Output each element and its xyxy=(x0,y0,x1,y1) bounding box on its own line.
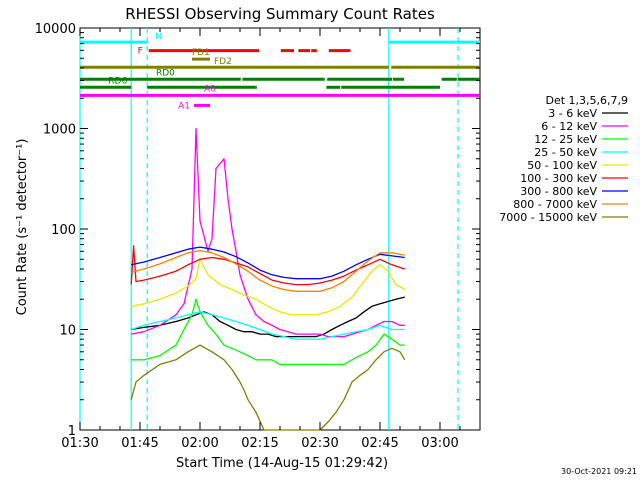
legend-label-1: 3 - 6 keV xyxy=(548,107,597,120)
legend-label-9: 7000 - 15000 keV xyxy=(499,211,597,224)
series-line-6 xyxy=(130,245,406,286)
legend-label-4: 25 - 50 keV xyxy=(534,146,597,159)
x-tick-label: 02:45 xyxy=(361,436,398,451)
legend-label-5: 50 - 100 keV xyxy=(527,159,597,172)
x-tick-label: 02:30 xyxy=(301,436,338,451)
y-tick-label: 10 xyxy=(59,324,76,339)
y-tick-label: 10000 xyxy=(35,22,76,37)
series-line-7 xyxy=(131,246,405,280)
y-tick-label: 1000 xyxy=(43,123,76,138)
y-axis-ticks: 1 10 100 1000 10000 xyxy=(35,22,480,439)
legend-title: Det 1,3,5,6,7,9 xyxy=(545,94,628,107)
legend-label-6: 100 - 300 keV xyxy=(520,172,597,185)
legend-label-2: 6 - 12 keV xyxy=(541,120,597,133)
flag-label-a0: A0 xyxy=(204,84,216,94)
x-tick-label: 01:30 xyxy=(61,436,98,451)
legend-label-7: 300 - 800 keV xyxy=(520,185,597,198)
series-line-1 xyxy=(131,296,405,338)
flag-label-fd1: FD1 xyxy=(192,48,210,58)
flag-label-rd0: RD0 xyxy=(156,68,175,78)
flag-label-a1: A1 xyxy=(178,101,190,111)
series-line-2 xyxy=(131,127,405,338)
plot-area: N F FD1 FD2 RD0 RD6 A0 A1 xyxy=(79,27,481,431)
flag-label-rd6: RD6 xyxy=(108,76,127,86)
series-line-5 xyxy=(131,258,406,316)
x-tick-label: 02:00 xyxy=(181,436,218,451)
x-tick-label: 01:45 xyxy=(121,436,158,451)
y-axis-label: Count Rate (s⁻¹ detector⁻¹) xyxy=(15,139,30,316)
flag-label-fd2: FD2 xyxy=(214,57,232,67)
series-line-8 xyxy=(131,249,405,292)
x-tick-label: 03:00 xyxy=(421,436,458,451)
x-tick-label: 02:15 xyxy=(241,436,278,451)
y-tick-label: 100 xyxy=(51,223,76,238)
flag-label-f: F xyxy=(138,47,143,57)
series-line-4 xyxy=(130,311,405,340)
flag-label-n: N xyxy=(155,32,162,42)
chart-title: RHESSI Observing Summary Count Rates xyxy=(125,5,435,23)
y-tick-label: 1 xyxy=(68,424,76,439)
timestamp: 30-Oct-2021 09:21 xyxy=(561,467,637,476)
legend-label-3: 12 - 25 keV xyxy=(534,133,597,146)
series-line-3 xyxy=(131,298,405,366)
x-axis-label: Start Time (14-Aug-15 01:29:42) xyxy=(176,456,388,471)
series-line-9 xyxy=(130,344,406,431)
x-axis-ticks: 01:30 01:45 02:00 02:15 02:30 02:45 03:00 xyxy=(61,28,461,451)
legend-label-8: 800 - 7000 keV xyxy=(513,198,597,211)
